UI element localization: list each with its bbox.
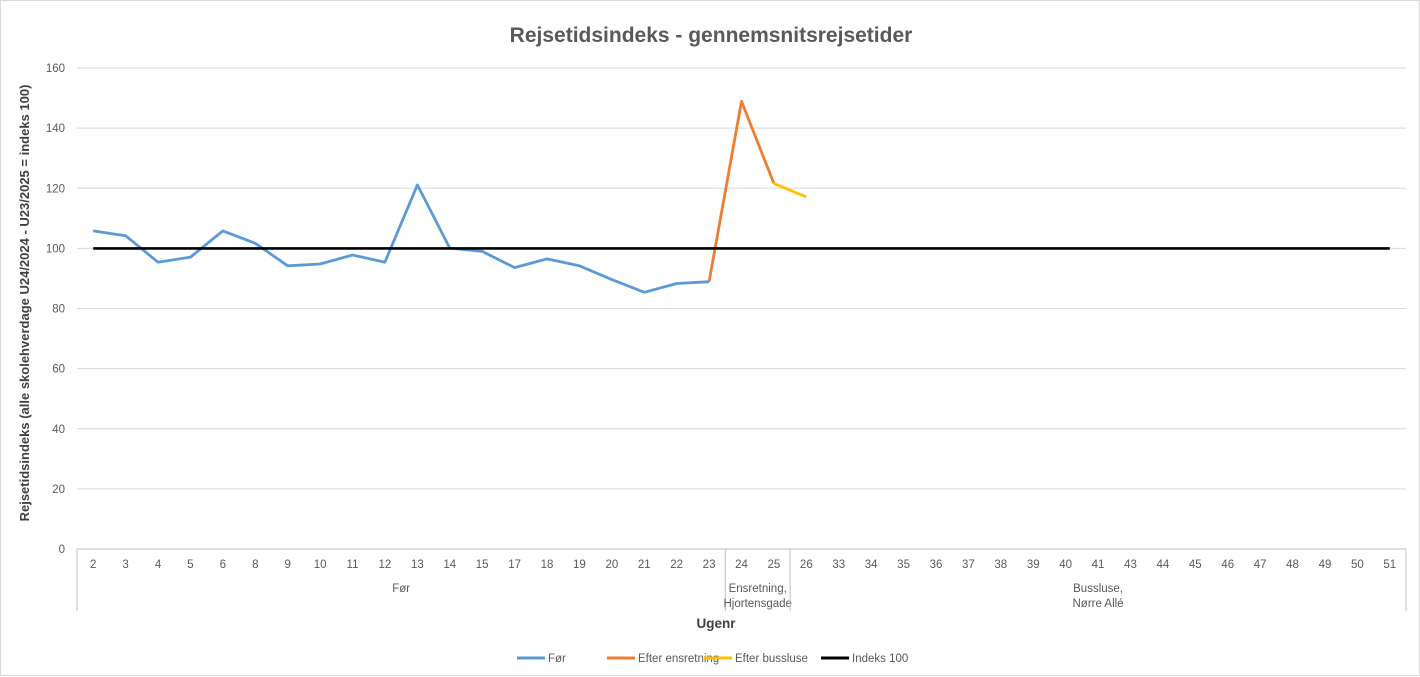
- x-tick-label: 14: [443, 559, 456, 571]
- legend: Før Efter ensretning Efter bussluse Indeks …: [517, 653, 908, 665]
- x-group-label: Nørre Allé: [1072, 598, 1123, 610]
- y-axis-label: Rejsetidsindeks (alle skolehverdage U24/…: [17, 85, 32, 522]
- series-line: [92, 183, 710, 294]
- x-tick-label: 48: [1286, 559, 1299, 571]
- series-lines: [92, 100, 1390, 294]
- x-tick-label: 50: [1351, 559, 1364, 571]
- x-tick-label: 3: [122, 559, 128, 571]
- x-tick-label: 36: [930, 559, 943, 571]
- x-tick-label: 38: [994, 559, 1007, 571]
- legend-entry: Før: [548, 653, 566, 665]
- x-tick-label: 34: [865, 559, 878, 571]
- x-tick-label: 13: [411, 559, 424, 571]
- series-line: [773, 182, 807, 199]
- x-tick-label: 43: [1124, 559, 1137, 571]
- x-tick-label: 4: [155, 559, 162, 571]
- x-tick-label: 8: [252, 559, 258, 571]
- y-tick-label: 120: [46, 183, 65, 195]
- x-group-label: Bussluse,: [1073, 583, 1123, 595]
- x-tick-label: 46: [1221, 559, 1234, 571]
- y-tick-label: 40: [52, 424, 65, 436]
- x-tick-label: 15: [476, 559, 489, 571]
- x-tick-label: 44: [1156, 559, 1169, 571]
- y-tick-label: 100: [46, 243, 65, 255]
- x-tick-label: 19: [573, 559, 586, 571]
- series-line: [707, 100, 776, 282]
- chart-title: Rejsetidsindeks - gennemsnitsrejsetider: [510, 24, 913, 47]
- x-tick-label: 10: [314, 559, 327, 571]
- x-tick-label: 35: [897, 559, 910, 571]
- x-group-label: Hjortensgade: [724, 598, 792, 610]
- x-tick-label: 41: [1092, 559, 1105, 571]
- x-tick-label: 40: [1059, 559, 1072, 571]
- y-tick-label: 60: [52, 364, 65, 376]
- y-tick-label: 20: [52, 484, 65, 496]
- x-tick-label: 25: [768, 559, 781, 571]
- x-tick-label: 18: [541, 559, 554, 571]
- gridlines: [77, 67, 1406, 490]
- y-tick-label: 0: [59, 544, 65, 556]
- legend-entry: Efter bussluse: [735, 653, 808, 665]
- x-tick-label: 5: [187, 559, 193, 571]
- x-tick-label: 47: [1254, 559, 1267, 571]
- x-tick-label: 45: [1189, 559, 1202, 571]
- y-tick-labels: 0 20 40 60 80 100 120 140 160: [46, 63, 65, 556]
- x-tick-label: 9: [284, 559, 290, 571]
- x-axis: 2 3 4 5 6 8 9 10 11 12 13 14 15 17 18 19 20 21 22 23 24 25 26 3…: [76, 548, 1407, 611]
- x-tick-label: 37: [962, 559, 975, 571]
- legend-entry: Indeks 100: [852, 653, 908, 665]
- x-tick-label: 39: [1027, 559, 1040, 571]
- y-tick-label: 140: [46, 123, 65, 135]
- x-tick-label: 21: [638, 559, 651, 571]
- x-tick-label: 33: [832, 559, 845, 571]
- x-group-label: Før: [392, 583, 410, 595]
- x-tick-label: 2: [90, 559, 96, 571]
- y-tick-label: 80: [52, 304, 65, 316]
- x-tick-label: 12: [379, 559, 392, 571]
- x-tick-label: 49: [1319, 559, 1332, 571]
- legend-entry: Efter ensretning: [638, 653, 719, 665]
- x-axis-label: Ugenr: [696, 616, 736, 631]
- x-tick-label: 11: [347, 559, 359, 571]
- x-tick-label: 23: [703, 559, 716, 571]
- x-tick-label: 51: [1383, 559, 1396, 571]
- x-tick-label: 26: [800, 559, 813, 571]
- x-tick-label: 6: [220, 559, 226, 571]
- x-tick-label: 20: [605, 559, 618, 571]
- x-group-label: Ensretning,: [729, 583, 787, 595]
- x-tick-label: 24: [735, 559, 748, 571]
- x-tick-label: 22: [670, 559, 683, 571]
- y-tick-label: 160: [46, 63, 65, 75]
- x-tick-label: 17: [508, 559, 521, 571]
